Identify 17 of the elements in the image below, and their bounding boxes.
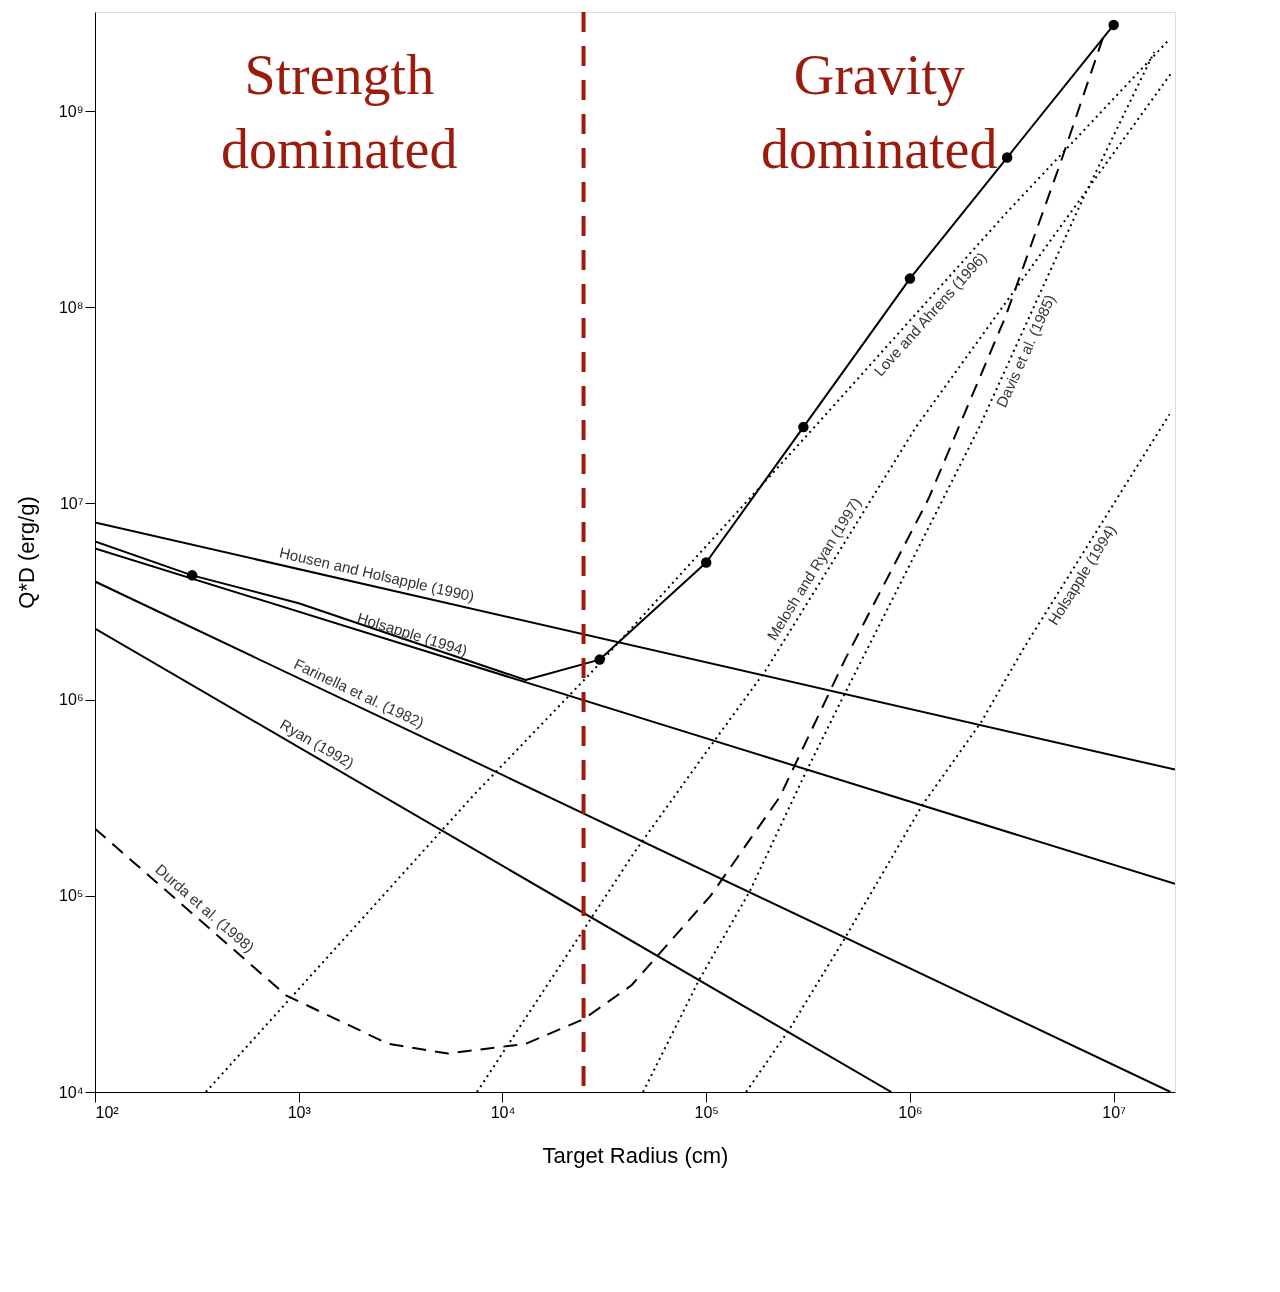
x-tick-label: 10⁶ bbox=[898, 1103, 923, 1121]
annotation: Gravity dominated bbox=[761, 44, 998, 180]
x-tick-label: 10⁴ bbox=[490, 1103, 516, 1121]
y-axis-title: Q*D (erg/g) bbox=[13, 496, 39, 609]
x-tick-label: 10⁷ bbox=[1102, 1103, 1127, 1121]
x-tick-label: 10³ bbox=[287, 1103, 312, 1121]
y-tick-label: 10⁹ bbox=[58, 102, 84, 120]
x-tick-label: 10² bbox=[95, 1103, 120, 1121]
y-tick-label: 10⁴ bbox=[58, 1083, 84, 1101]
x-tick-label: 10⁵ bbox=[694, 1103, 719, 1121]
y-tick-label: 10⁸ bbox=[58, 298, 84, 316]
x-axis-title: Target Radius (cm) bbox=[542, 1142, 729, 1168]
y-tick-label: 10⁵ bbox=[59, 887, 84, 905]
y-tick-label: 10⁶ bbox=[59, 691, 84, 709]
y-tick-label: 10⁷ bbox=[59, 494, 84, 512]
annotation: Strength dominated bbox=[221, 44, 458, 180]
text: Housen and Holsapple (1990) bbox=[277, 543, 476, 605]
